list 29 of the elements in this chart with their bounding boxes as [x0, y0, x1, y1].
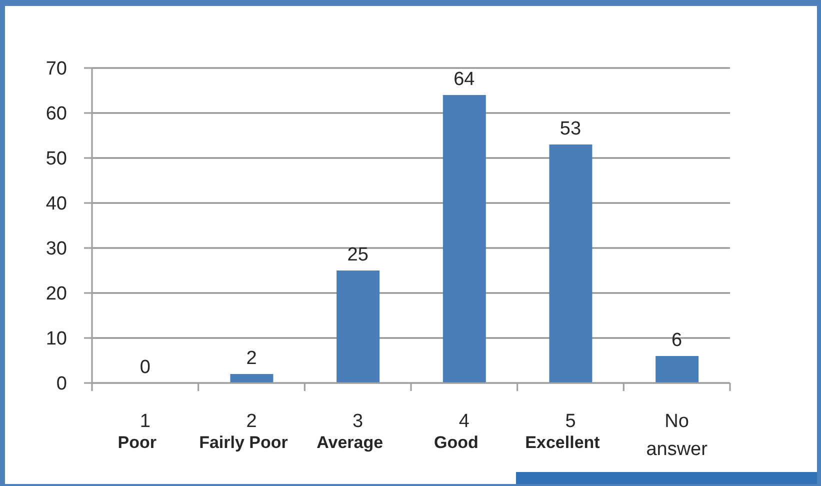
x-tick-label: 2 — [246, 411, 257, 432]
text: Fairly Poor — [199, 433, 288, 452]
x-tick-label: No answer — [646, 411, 708, 460]
data-label: 25 — [347, 244, 368, 266]
x-tick-label: 3 — [352, 411, 364, 432]
text: Average — [316, 433, 384, 452]
bar — [336, 270, 380, 383]
text: Poor — [118, 433, 157, 452]
y-tick-label: 0 — [56, 374, 67, 395]
y-tick-label: 50 — [46, 148, 67, 170]
bar — [656, 356, 699, 383]
text: Excellent — [525, 433, 600, 452]
data-label: 6 — [672, 330, 682, 351]
bar — [442, 95, 486, 383]
x-tick-label: 5 — [565, 411, 576, 432]
data-label: 64 — [454, 69, 476, 90]
y-tick-label: 60 — [46, 104, 67, 125]
x-tick-label: 1 — [140, 411, 150, 432]
data-label: 2 — [246, 348, 257, 369]
data-label: 53 — [560, 118, 582, 140]
y-tick-label: 20 — [46, 284, 67, 305]
y-tick-label: 70 — [46, 58, 67, 80]
y-tick-label: 30 — [46, 238, 67, 260]
bar — [549, 144, 592, 383]
x-tick-label: 4 — [458, 411, 470, 432]
text: Good — [434, 433, 478, 452]
y-tick-label: 10 — [46, 328, 67, 350]
y-tick-label: 40 — [46, 194, 67, 215]
data-label: 0 — [140, 357, 150, 378]
